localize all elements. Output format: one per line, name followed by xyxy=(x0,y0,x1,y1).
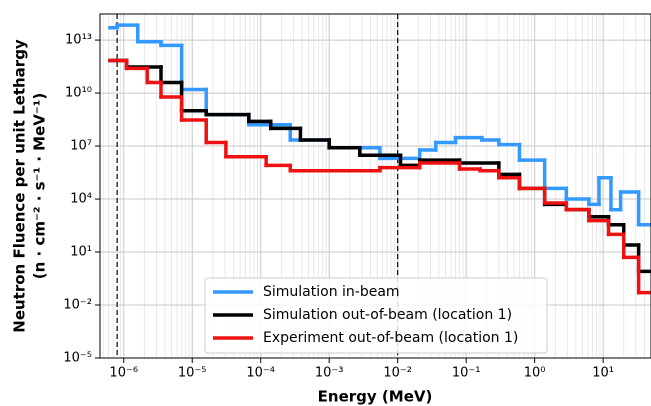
y-tick-label: 10⁴ xyxy=(70,192,92,207)
x-tick-label: 10⁻¹ xyxy=(452,366,481,381)
x-tick-label: 10⁻² xyxy=(383,366,412,381)
x-tick-label: 10⁻⁴ xyxy=(246,366,275,381)
y-axis-label: Neutron Fluence per unit Lethargy xyxy=(11,39,29,333)
y-tick-label: 10⁻⁵ xyxy=(63,351,92,366)
x-tick-label: 10⁻⁶ xyxy=(109,366,138,381)
x-tick-label: 10⁻⁵ xyxy=(178,366,207,381)
x-tick-label: 10¹ xyxy=(592,366,614,381)
legend xyxy=(204,277,548,354)
plot-area xyxy=(108,23,651,295)
y-axis-label: (n · cm⁻² · s⁻¹ · MeV⁻¹) xyxy=(31,93,49,279)
x-tick-label: 10⁰ xyxy=(524,366,546,381)
legend-label: Experiment out-of-beam (location 1) xyxy=(263,330,518,346)
legend-label: Simulation out-of-beam (location 1) xyxy=(263,307,512,323)
plot-frame xyxy=(99,13,651,359)
x-axis-label: Energy (MeV) xyxy=(318,388,433,406)
y-tick-label: 10⁻² xyxy=(63,298,92,313)
y-tick-label: 10¹⁰ xyxy=(65,86,92,101)
x-tick-label: 10⁻³ xyxy=(315,366,344,381)
y-tick-label: 10⁷ xyxy=(70,139,92,154)
legend-label: Simulation in-beam xyxy=(263,284,400,300)
y-tick-label: 10¹³ xyxy=(65,33,92,48)
y-tick-label: 10¹ xyxy=(70,245,92,260)
